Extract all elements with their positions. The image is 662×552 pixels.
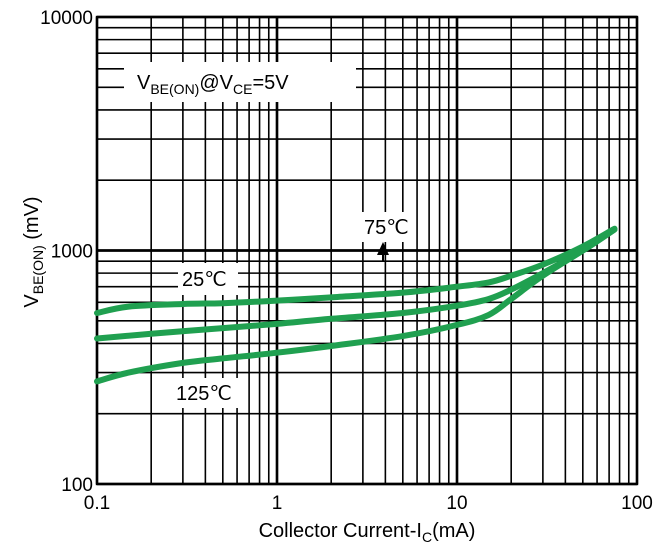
annotation-box	[178, 263, 238, 295]
annotations: 25℃ 75℃ 125℃	[172, 212, 414, 408]
x-tick-label: 0.1	[84, 493, 110, 514]
series-line-125℃	[94, 226, 618, 385]
annotation-label: 25℃	[182, 269, 227, 291]
annotation-box	[172, 378, 244, 408]
condition-label-box	[124, 62, 356, 102]
x-tick-label: 1	[272, 493, 283, 514]
series-group	[94, 225, 618, 385]
plot-frame	[95, 15, 639, 486]
annotation-box	[362, 212, 414, 242]
annotation-arrow-head	[377, 242, 389, 255]
y-tick-label: 100	[61, 475, 93, 496]
x-tick-label: 10	[446, 493, 467, 514]
series-line-25℃	[94, 225, 618, 316]
tick-labels: 0.1 1 10 100 100 1000 10000	[40, 8, 653, 514]
y-tick-label: 10000	[40, 8, 93, 29]
y-axis-label: VBE(ON) (mV)	[21, 196, 46, 307]
annotation-label: 125℃	[176, 383, 232, 405]
annotation-label: 75℃	[364, 217, 409, 239]
x-axis-label: Collector Current-IC(mA)	[259, 520, 476, 545]
condition-label: VBE(ON)@VCE=5V	[137, 72, 289, 97]
x-tick-label: 100	[621, 493, 653, 514]
y-tick-label: 1000	[51, 242, 93, 263]
